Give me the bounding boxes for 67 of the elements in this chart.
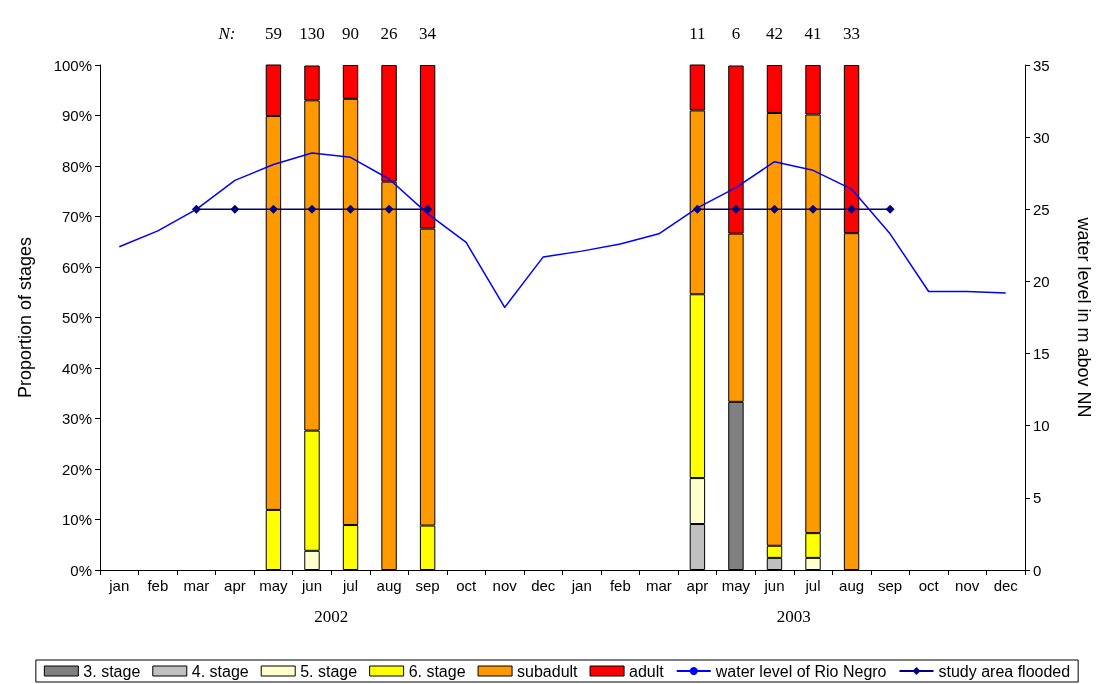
y-tick-label: 80% xyxy=(61,157,92,175)
x-tick-label: dec xyxy=(993,577,1019,594)
x-tick-label: jun xyxy=(300,577,322,594)
legend-label: water level of Rio Negro xyxy=(714,662,887,680)
x-tick-label: apr xyxy=(224,577,246,594)
y-tick-label: 40% xyxy=(61,359,92,377)
x-tick-label: oct xyxy=(456,577,477,594)
y-axis-title: Proportion of stages xyxy=(15,236,35,399)
x-tick-label: apr xyxy=(686,577,709,594)
y-tick-label: 100% xyxy=(53,56,92,74)
legend-label: adult xyxy=(629,662,665,680)
legend-label: 5. stage xyxy=(300,662,358,680)
text: 42 xyxy=(765,24,783,43)
y2-tick-label: 10 xyxy=(1033,417,1050,435)
y-tick-label: 60% xyxy=(61,258,92,276)
x-tick-label: jan xyxy=(108,577,130,594)
x-tick-label: feb xyxy=(609,577,631,594)
legend-label: 4. stage xyxy=(191,662,249,680)
text: 130 xyxy=(299,24,325,43)
y2-tick-label: 25 xyxy=(1033,200,1050,218)
x-tick-label: aug xyxy=(376,577,402,594)
x-tick-label: dec xyxy=(531,577,556,594)
y-tick-label: 10% xyxy=(61,511,92,528)
x-tick-label: jun xyxy=(763,577,785,594)
text: 33 xyxy=(843,24,861,43)
legend-label: study area flooded xyxy=(938,662,1071,680)
x-tick-label: feb xyxy=(147,577,169,594)
y-tick-label: 30% xyxy=(61,410,92,427)
x-tick-label: jan xyxy=(570,577,592,594)
y2-tick-label: 5 xyxy=(1033,489,1042,507)
text: N: xyxy=(217,24,236,43)
y-tick-label: 0% xyxy=(70,561,92,579)
x-tick-label: mar xyxy=(645,577,672,594)
x-tick-label: jul xyxy=(804,577,821,594)
line-series xyxy=(118,152,1007,309)
text: 41 xyxy=(804,24,822,43)
y2-tick-label: 35 xyxy=(1033,56,1050,74)
x-tick-label: nov xyxy=(492,577,518,594)
x-tick-label: may xyxy=(721,577,751,594)
text: 34 xyxy=(419,24,437,43)
x-tick-label: nov xyxy=(955,577,980,594)
text: 59 xyxy=(264,24,282,43)
y2-tick-label: 20 xyxy=(1033,272,1050,290)
y-tick-label: 90% xyxy=(61,107,92,124)
y2-tick-label: 0 xyxy=(1033,561,1042,579)
legend-label: subadult xyxy=(517,662,579,680)
x-tick-label: oct xyxy=(918,577,940,594)
legend-label: 6. stage xyxy=(408,662,466,680)
y2-axis-title: water level in m abov NN xyxy=(1074,216,1094,418)
x-tick-label: mar xyxy=(183,577,210,594)
x-tick-label: may xyxy=(259,577,289,594)
y2-tick-label: 15 xyxy=(1033,345,1050,363)
y-tick-label: 50% xyxy=(61,309,92,326)
y-tick-label: 20% xyxy=(61,460,92,478)
legend-label: 3. stage xyxy=(83,662,141,680)
text: 11 xyxy=(689,24,706,43)
text: 90 xyxy=(342,24,360,43)
x-tick-label: aug xyxy=(839,577,865,594)
x-tick-label: sep xyxy=(878,577,903,594)
y2-tick-label: 30 xyxy=(1033,128,1050,146)
text: 26 xyxy=(380,24,398,43)
text: 6 xyxy=(731,24,741,43)
x-tick-label: sep xyxy=(415,577,440,594)
text: 2002 xyxy=(314,607,349,626)
y-tick-label: 70% xyxy=(61,208,92,225)
text: 2003 xyxy=(776,607,811,626)
x-tick-label: jul xyxy=(342,577,359,594)
